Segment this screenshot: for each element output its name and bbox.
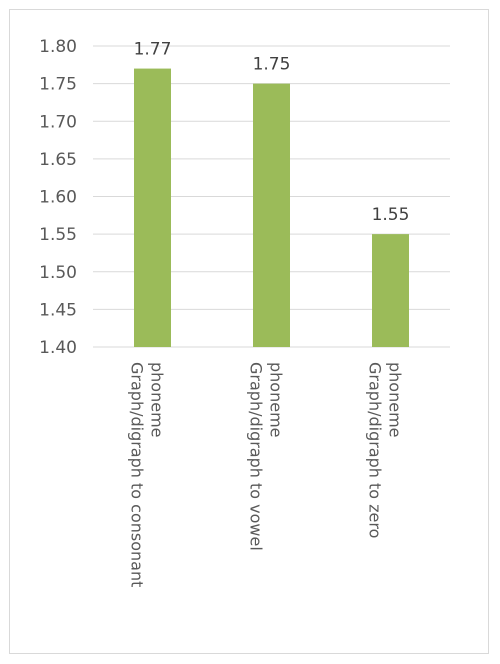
data-label: 1.55 [372, 205, 410, 225]
data-label: 1.75 [253, 55, 291, 75]
category-label: phoneme [386, 362, 405, 438]
bar [134, 68, 171, 347]
category-label: phoneme [148, 362, 167, 438]
bar [253, 83, 290, 347]
data-label: 1.77 [134, 40, 172, 60]
category-label: phoneme [267, 362, 286, 438]
y-tick-label: 1.80 [39, 37, 77, 57]
bar [372, 234, 409, 347]
y-tick-label: 1.60 [39, 188, 77, 208]
y-tick-label: 1.50 [39, 263, 77, 283]
y-tick-label: 1.55 [39, 225, 77, 245]
category-label: Graph/digraph to consonant [128, 362, 147, 587]
category-label: Graph/digraph to zero [366, 362, 385, 538]
y-tick-label: 1.75 [39, 75, 77, 95]
y-tick-label: 1.70 [39, 112, 77, 132]
y-tick-label: 1.65 [39, 150, 77, 170]
y-tick-label: 1.45 [39, 300, 77, 320]
y-tick-label: 1.40 [39, 338, 77, 358]
category-label: Graph/digraph to vowel [247, 362, 266, 551]
